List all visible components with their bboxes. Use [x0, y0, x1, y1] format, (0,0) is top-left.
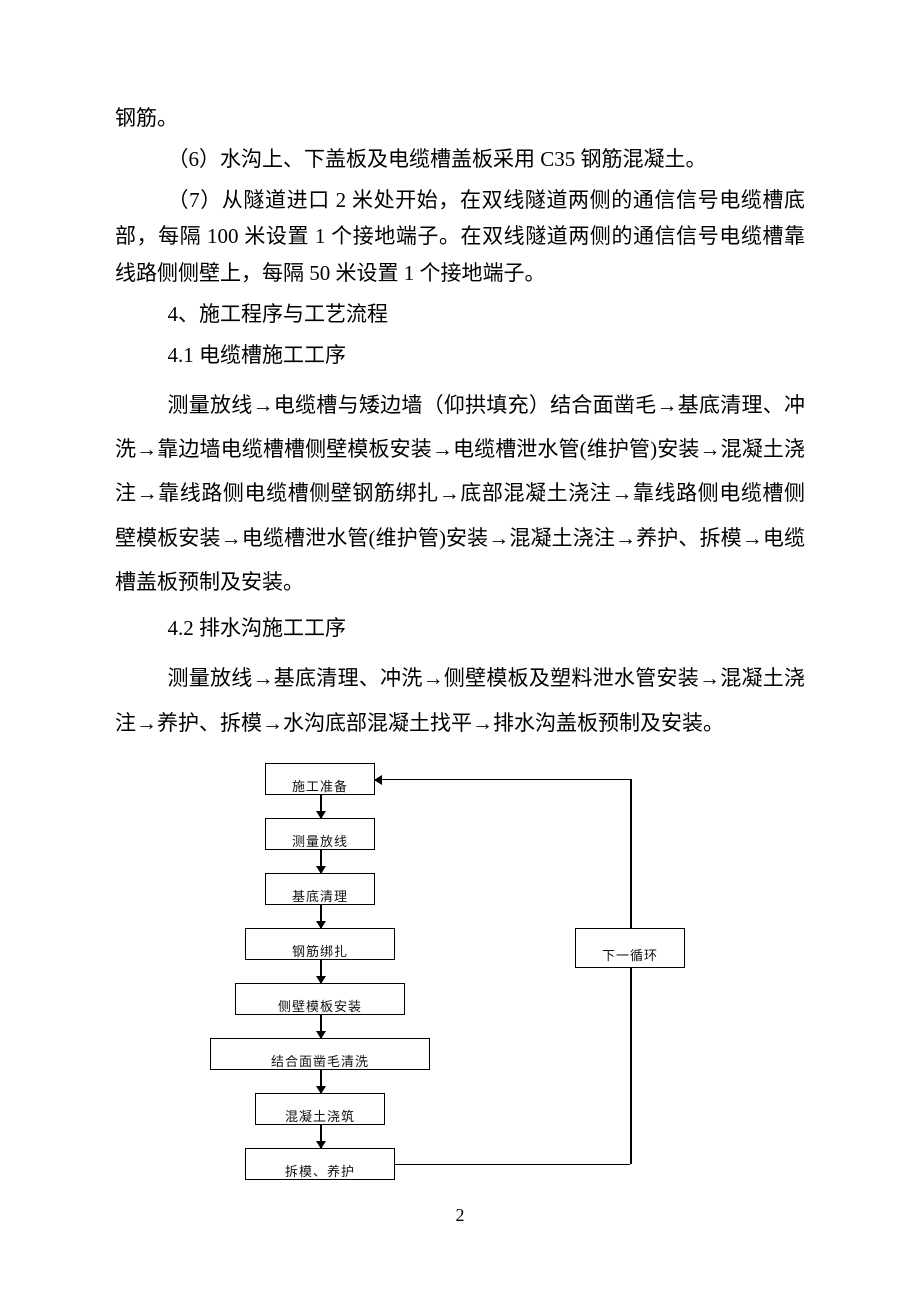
page-number: 2 — [0, 1205, 920, 1226]
paragraph-7: （7）从隧道进口 2 米处开始，在双线隧道两侧的通信信号电缆槽底部，每隔 100… — [115, 182, 805, 292]
flowchart-arrow-down — [320, 795, 322, 818]
flowchart-box-b5: 侧壁模板安装 — [235, 983, 405, 1015]
flowchart-box-b1: 施工准备 — [265, 763, 375, 795]
heading-4: 4、施工程序与工艺流程 — [115, 296, 805, 333]
flowchart-feedback-h1 — [395, 1164, 630, 1166]
heading-4-2: 4.2 排水沟施工工序 — [115, 610, 805, 647]
flowchart-feedback-v1 — [630, 968, 632, 1164]
flowchart-box-side: 下一循环 — [575, 928, 685, 968]
flowchart-box-b2: 测量放线 — [265, 818, 375, 850]
flowchart-box-b8: 拆模、养护 — [245, 1148, 395, 1180]
heading-4-1: 4.1 电缆槽施工工序 — [115, 337, 805, 374]
flowchart-box-b7: 混凝土浇筑 — [255, 1093, 385, 1125]
process-4-1: 测量放线→电缆槽与矮边墙（仰拱填充）结合面凿毛→基底清理、冲洗→靠边墙电缆槽槽侧… — [115, 383, 805, 603]
flowchart: 施工准备测量放线基底清理钢筋绑扎侧壁模板安装结合面凿毛清洗混凝土浇筑拆模、养护 下… — [210, 763, 710, 1243]
flowchart-box-b6: 结合面凿毛清洗 — [210, 1038, 430, 1070]
flowchart-box-b3: 基底清理 — [265, 873, 375, 905]
process-4-2: 测量放线→基底清理、冲洗→侧壁模板及塑料泄水管安装→混凝土浇注→养护、拆模→水沟… — [115, 656, 805, 744]
flowchart-arrow-down — [320, 850, 322, 873]
paragraph-6: （6）水沟上、下盖板及电缆槽盖板采用 C35 钢筋混凝土。 — [115, 141, 805, 178]
flowchart-arrow-down — [320, 1015, 322, 1038]
flowchart-arrow-down — [320, 905, 322, 928]
paragraph-continuation: 钢筋。 — [115, 100, 805, 137]
flowchart-box-b4: 钢筋绑扎 — [245, 928, 395, 960]
flowchart-arrow-down — [320, 960, 322, 983]
flowchart-arrow-down — [320, 1125, 322, 1148]
flowchart-feedback-h2 — [375, 779, 632, 781]
flowchart-arrow-down — [320, 1070, 322, 1093]
flowchart-feedback-v2 — [630, 779, 632, 928]
